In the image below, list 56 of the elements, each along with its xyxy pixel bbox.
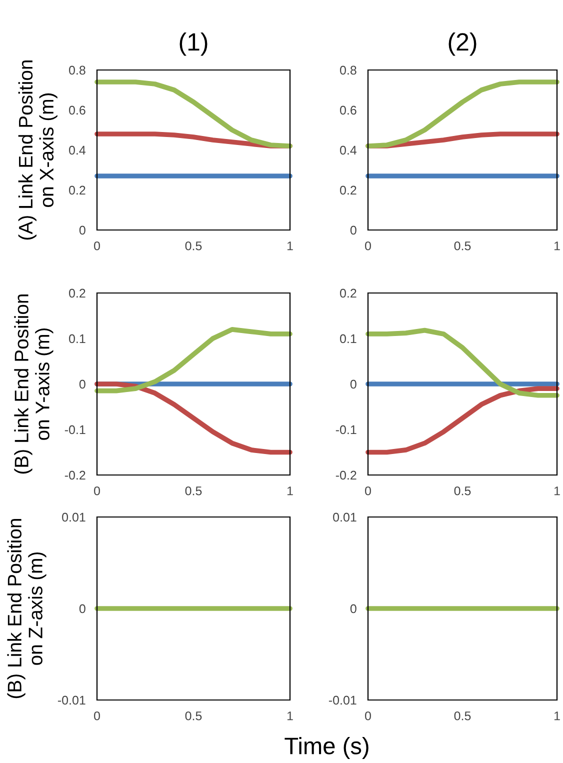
x-tick-label: 1 <box>554 242 560 250</box>
y-tick-label: 0.1 <box>69 334 86 344</box>
line-series <box>366 328 560 398</box>
y-tick-label: 0.4 <box>69 146 86 155</box>
x-tick-label: 1 <box>554 486 560 496</box>
x-tick-label: 0 <box>365 241 371 250</box>
line-series <box>366 386 560 455</box>
y-tick-label: 0.8 <box>340 66 356 75</box>
x-tick-label: 0.5 <box>185 711 202 720</box>
y-tick-label: 0.2 <box>340 186 356 195</box>
x-tick-label: 0 <box>365 711 371 720</box>
x-tick-label: 0.5 <box>454 241 471 250</box>
x-tick-label: 0.5 <box>185 241 202 250</box>
y-tick-label: 0.01 <box>333 512 356 522</box>
x-tick-label: 1 <box>287 712 293 720</box>
y-tick-label: 0.2 <box>69 186 86 195</box>
x-tick-label: 1 <box>287 242 293 250</box>
y-tick-label: -0.1 <box>64 425 86 434</box>
x-tick-label: 0 <box>365 486 371 496</box>
chart-title: (1) <box>180 32 208 56</box>
y-tick-label: 0 <box>350 380 356 389</box>
y-tick-label: 0.6 <box>69 106 86 115</box>
y-tick-label: 0.01 <box>62 512 86 522</box>
x-tick-label: 0.5 <box>185 486 202 496</box>
y-tick-label: 0 <box>79 226 86 235</box>
line-series <box>366 80 560 148</box>
x-tick-label: 1 <box>287 486 293 496</box>
y-tick-label: 0 <box>79 380 86 389</box>
y-tick-label: -0.01 <box>58 696 86 705</box>
text: Time (s) <box>284 736 368 759</box>
y-tick-label: 0.8 <box>69 66 86 75</box>
line-series <box>94 80 292 148</box>
line-series <box>94 326 292 394</box>
y-tick-label: -0.2 <box>64 470 86 480</box>
y-tick-label: 0.6 <box>340 106 356 115</box>
y-axis-title: (B) Link End Position on Y-axis (m) <box>14 294 54 474</box>
line-series <box>94 382 292 455</box>
y-axis-title: (A) Link End Position on X-axis (m) <box>18 60 58 240</box>
y-tick-label: -0.1 <box>336 425 356 434</box>
y-tick-label: 0 <box>350 226 356 235</box>
x-tick-label: 1 <box>554 712 560 720</box>
chart-title: (2) <box>448 32 476 56</box>
y-tick-label: 0.2 <box>340 288 356 298</box>
y-axis-title: (B) Link End Position on Z-axis (m) <box>7 518 46 698</box>
y-tick-label: 0.1 <box>340 334 356 344</box>
x-tick-label: 0.5 <box>454 711 471 720</box>
x-tick-label: 0 <box>94 241 100 250</box>
y-tick-label: 0 <box>350 604 356 614</box>
x-tick-label: 0.5 <box>454 486 471 496</box>
y-tick-label: -0.2 <box>336 470 356 480</box>
x-tick-label: 0 <box>94 711 100 720</box>
y-tick-label: 0 <box>79 604 86 614</box>
y-tick-label: 0.2 <box>69 288 86 298</box>
y-tick-label: -0.01 <box>328 696 356 705</box>
x-tick-label: 0 <box>94 486 100 496</box>
y-tick-label: 0.4 <box>340 146 357 155</box>
